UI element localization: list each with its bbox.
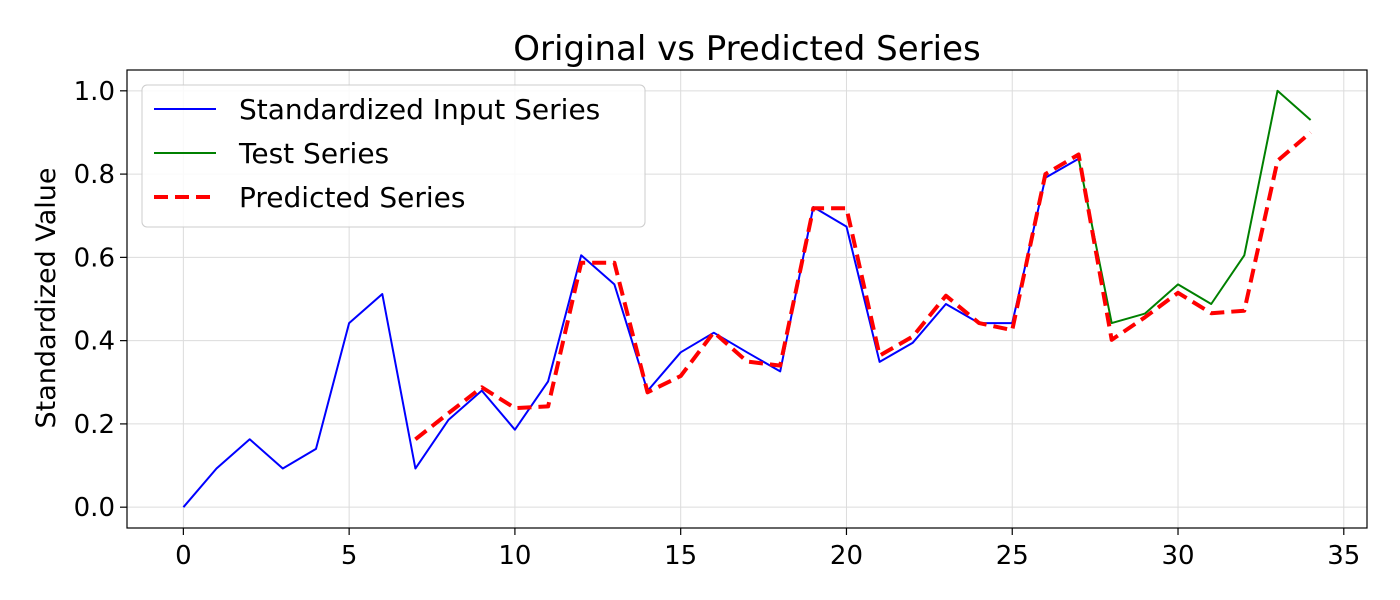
legend-box [141,84,646,228]
y-tick-label: 0.0 [74,493,115,523]
legend-label: Predicted Series [239,181,465,214]
x-tick-label: 30 [1161,541,1194,571]
legend-label: Test Series [238,137,389,170]
series-line-test-series [1077,89,1312,325]
x-tick-label: 10 [498,541,531,571]
x-tick-label: 5 [341,541,358,571]
y-tick-label: 0.4 [74,327,115,357]
y-tick-label: 1.0 [74,77,115,107]
x-tick-label: 15 [664,541,697,571]
y-tick-label: 0.8 [74,160,115,190]
plot-frame [126,69,1368,529]
y-tick-label: 0.2 [74,410,115,440]
series-layer [182,89,1312,508]
x-tick-label: 20 [830,541,863,571]
legend: Standardized Input Series Test Series Pred… [141,84,646,228]
axis-ticks: 0 5 10 15 20 25 30 35 0.0 0.2 0.4 0.6 0.8 1.0 [74,77,1361,571]
series-line-predicted-series [414,130,1312,441]
x-tick-label: 35 [1327,541,1360,571]
y-axis-label: Standardized Value [31,168,62,429]
legend-label: Standardized Input Series [239,93,600,126]
x-tick-label: 0 [175,541,192,571]
x-tick-label: 25 [996,541,1029,571]
series-line-standardized-input-series [182,157,1080,508]
y-tick-label: 0.6 [74,243,115,273]
chart-title: Original vs Predicted Series [513,29,980,69]
